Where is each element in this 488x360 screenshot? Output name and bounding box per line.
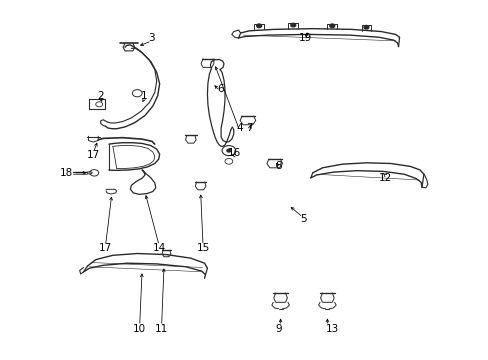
Text: 11: 11	[155, 324, 168, 334]
Text: 2: 2	[97, 91, 104, 101]
Text: 7: 7	[245, 123, 252, 133]
Text: 1: 1	[141, 91, 147, 101]
Text: 8: 8	[275, 161, 282, 171]
Text: 6: 6	[216, 84, 223, 94]
Text: 9: 9	[275, 324, 282, 334]
Text: 10: 10	[133, 324, 146, 334]
Circle shape	[290, 23, 295, 27]
Text: 5: 5	[299, 215, 305, 224]
Circle shape	[363, 26, 368, 29]
Circle shape	[329, 24, 334, 28]
Text: 16: 16	[228, 148, 241, 158]
Text: 4: 4	[236, 123, 243, 133]
Text: 15: 15	[196, 243, 209, 253]
Circle shape	[256, 24, 261, 28]
Text: 17: 17	[86, 150, 100, 160]
Text: 17: 17	[99, 243, 112, 253]
Text: 3: 3	[148, 33, 155, 43]
Text: 14: 14	[152, 243, 165, 253]
Circle shape	[226, 149, 230, 152]
Text: 18: 18	[60, 168, 73, 178]
Text: 12: 12	[379, 173, 392, 183]
Text: 13: 13	[325, 324, 338, 334]
Text: 19: 19	[298, 33, 311, 43]
